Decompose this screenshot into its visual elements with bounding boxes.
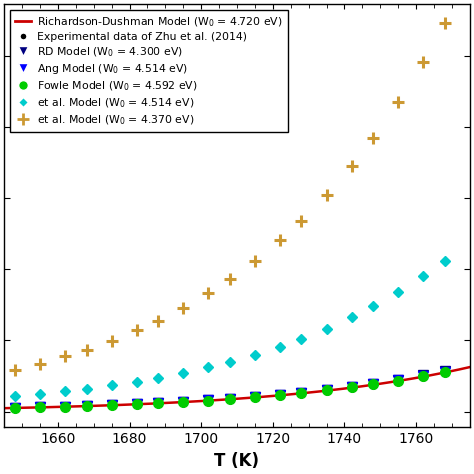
X-axis label: T (K): T (K) bbox=[215, 452, 259, 470]
Legend: Richardson-Dushman Model (W$_0$ = 4.720 eV), Experimental data of Zhu et al. (20: Richardson-Dushman Model (W$_0$ = 4.720 … bbox=[9, 9, 288, 132]
